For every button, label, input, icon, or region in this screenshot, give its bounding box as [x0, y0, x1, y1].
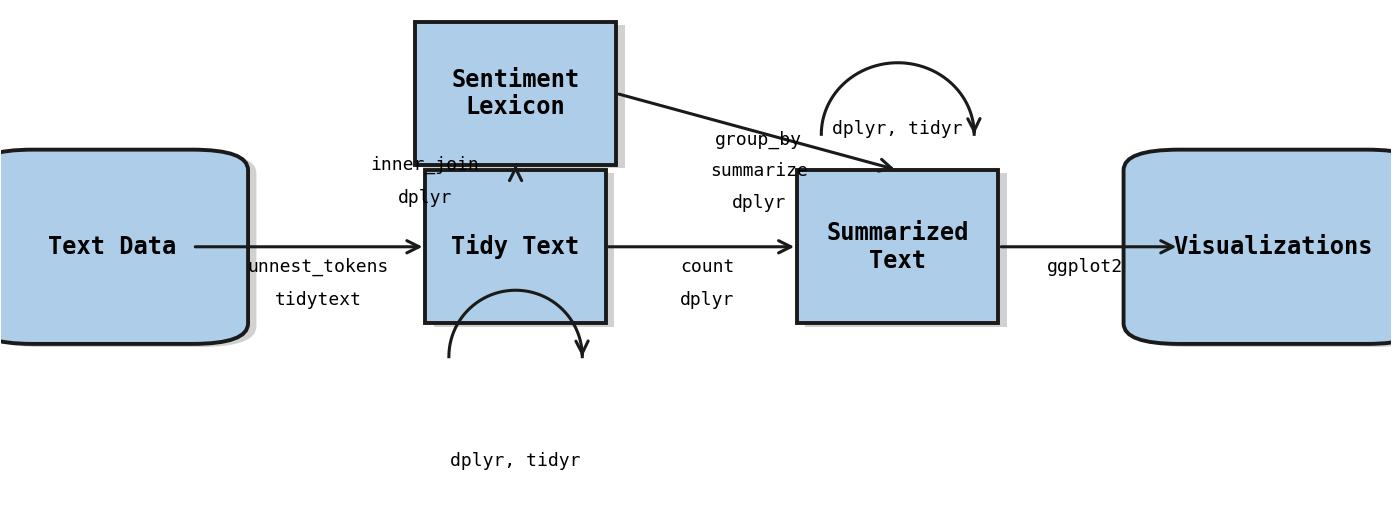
Text: tidytext: tidytext: [274, 291, 361, 309]
FancyBboxPatch shape: [434, 173, 615, 326]
FancyBboxPatch shape: [414, 22, 616, 165]
Text: Text Data: Text Data: [49, 235, 176, 259]
Text: dplyr: dplyr: [732, 194, 785, 212]
FancyBboxPatch shape: [805, 173, 1007, 326]
FancyBboxPatch shape: [1133, 153, 1400, 347]
Text: dplyr: dplyr: [398, 189, 452, 207]
Text: Sentiment
Lexicon: Sentiment Lexicon: [451, 67, 580, 119]
Text: Visualizations: Visualizations: [1173, 235, 1373, 259]
Text: count: count: [680, 258, 735, 276]
FancyBboxPatch shape: [1124, 150, 1400, 344]
FancyBboxPatch shape: [0, 150, 248, 344]
Text: group_by: group_by: [715, 130, 802, 149]
FancyBboxPatch shape: [423, 25, 624, 168]
FancyBboxPatch shape: [797, 170, 998, 323]
Text: Tidy Text: Tidy Text: [451, 234, 580, 259]
Text: dplyr: dplyr: [680, 291, 735, 309]
FancyBboxPatch shape: [426, 170, 606, 323]
Text: inner_join: inner_join: [371, 156, 480, 174]
Text: dplyr, tidyr: dplyr, tidyr: [451, 452, 581, 470]
Text: ggplot2: ggplot2: [1047, 258, 1123, 276]
FancyBboxPatch shape: [0, 153, 256, 347]
Text: Summarized
Text: Summarized Text: [826, 221, 969, 272]
Text: unnest_tokens: unnest_tokens: [248, 258, 389, 277]
Text: summarize: summarize: [710, 162, 808, 180]
Text: dplyr, tidyr: dplyr, tidyr: [833, 120, 963, 138]
